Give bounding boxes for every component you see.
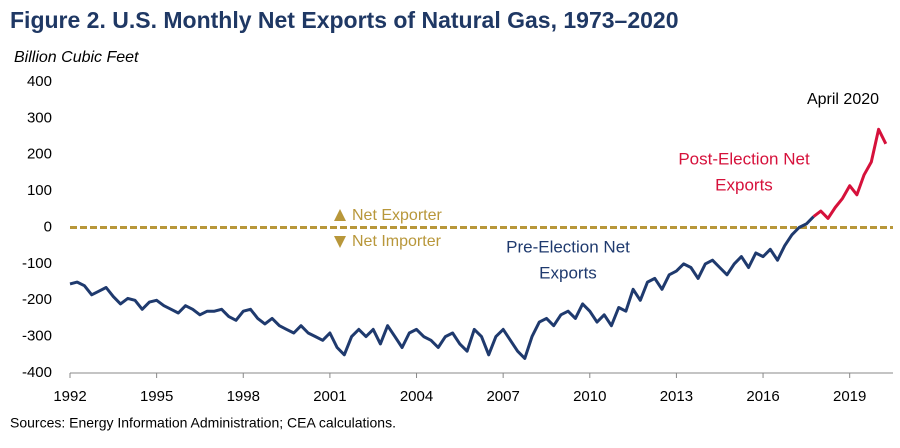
- series-label: Exports: [715, 175, 773, 194]
- y-tick-label: -300: [22, 328, 52, 345]
- series-line: [69, 215, 815, 360]
- x-tick-label: 2004: [400, 388, 433, 405]
- source: Sources: Energy Information Administrati…: [10, 415, 396, 431]
- exporter-label: Net Exporter: [352, 207, 442, 224]
- y-tick-label: 100: [27, 182, 52, 199]
- y-tick-label: 400: [27, 73, 52, 90]
- series-label: Exports: [539, 263, 597, 282]
- x-tick-label: 2001: [313, 388, 346, 405]
- x-tick-label: 2007: [486, 388, 519, 405]
- up-arrow: [334, 209, 346, 221]
- subtitle: Billion Cubic Feet: [14, 49, 139, 66]
- series-label: Pre-Election Net: [506, 237, 630, 256]
- down-arrow: [334, 236, 346, 248]
- y-tick-label: -200: [22, 291, 52, 308]
- chart-title: Figure 2. U.S. Monthly Net Exports of Na…: [10, 7, 678, 33]
- x-tick-label: 2019: [833, 388, 866, 405]
- latest-label: April 2020: [807, 91, 879, 108]
- x-tick-label: 2016: [746, 388, 779, 405]
- series-line: [812, 127, 888, 220]
- x-tick-label: 1995: [140, 388, 173, 405]
- y-tick-label: -100: [22, 255, 52, 272]
- x-tick-label: 1998: [227, 388, 260, 405]
- x-tick-label: 2010: [573, 388, 606, 405]
- series-label: Post-Election Net: [678, 149, 810, 168]
- y-tick-label: 300: [27, 109, 52, 126]
- y-tick-label: -400: [22, 364, 52, 381]
- y-tick-label: 200: [27, 146, 52, 163]
- y-tick-label: 0: [44, 218, 52, 235]
- x-tick-label: 2013: [660, 388, 693, 405]
- importer-label: Net Importer: [352, 233, 442, 250]
- x-tick-label: 1992: [53, 388, 86, 405]
